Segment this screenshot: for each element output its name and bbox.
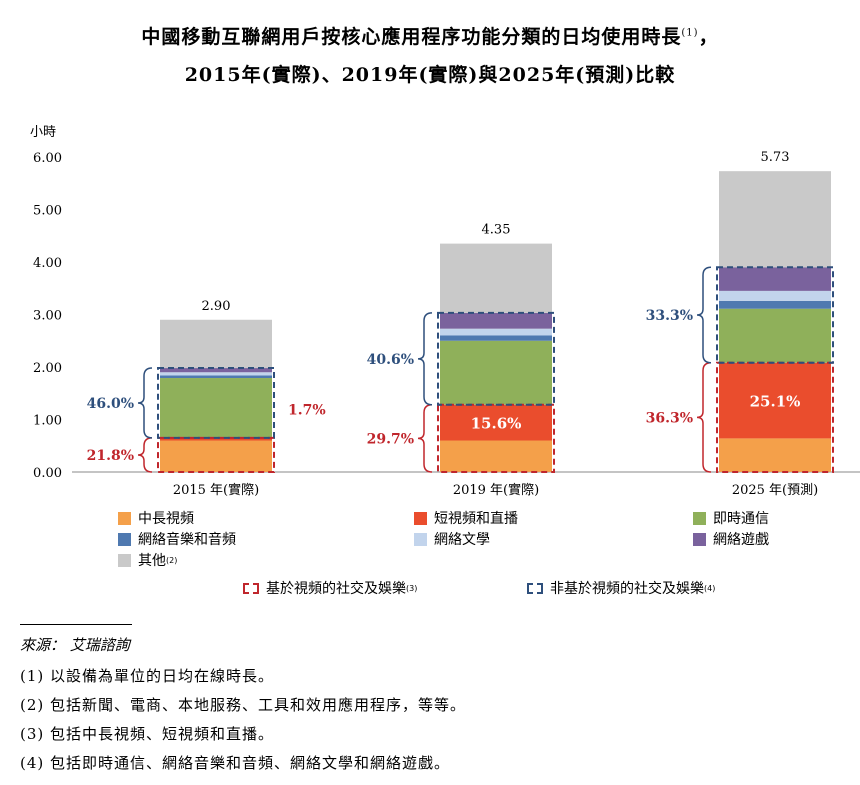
footnote-divider <box>20 624 132 625</box>
group-dashed-box <box>437 311 555 406</box>
group-brace <box>417 312 433 406</box>
bracket-legend-footnote-mark: (4) <box>704 583 716 593</box>
group-dashed-box <box>716 361 834 473</box>
group-share-label: 36.3% <box>646 410 693 426</box>
bar-segment-6 <box>160 368 272 373</box>
dashed-box-swatch <box>527 582 543 594</box>
x-tick-label: 2019 年(實際) <box>453 482 539 498</box>
legend-item: 中長視頻 <box>118 508 194 528</box>
footnote-1: (1) 以設備為單位的日均在線時長。 <box>20 667 275 685</box>
bar-segment-5 <box>719 290 831 301</box>
group-brace <box>417 404 433 473</box>
group-brace <box>137 367 153 439</box>
legend-label: 中長視頻 <box>138 511 194 527</box>
group-brace <box>137 437 153 473</box>
footnote-2: (2) 包括新聞、電商、本地服務、工具和效用應用程序，等等。 <box>20 696 467 714</box>
legend-swatch <box>118 553 131 567</box>
legend-label: 短視頻和直播 <box>434 511 518 527</box>
legend-item: 即時通信 <box>693 508 769 528</box>
chart-title-line2: 2015年(實際)、2019年(實際)與2025年(預測)比較 <box>184 64 676 86</box>
title-footnote-mark: (1) <box>681 27 699 39</box>
legend-swatch <box>118 532 131 546</box>
legend-swatch <box>693 532 706 546</box>
bracket-legend-item: 非基於視頻的社交及娛樂 (4) <box>527 578 715 598</box>
legend-footnote-mark: (2) <box>166 555 178 565</box>
bar-segment-7 <box>160 319 272 369</box>
y-tick-label: 0.00 <box>33 466 62 481</box>
x-tick-label: 2015 年(實際) <box>173 482 259 498</box>
legend-swatch <box>118 511 131 525</box>
chart-title-line1: 中國移動互聯網用戶按核心應用程序功能分類的日均使用時長(1)， <box>0 22 860 49</box>
y-axis-label: 小時 <box>30 125 56 140</box>
bar-segment-3 <box>440 340 552 405</box>
bar-segment-7 <box>719 171 831 268</box>
bar-segment-1 <box>160 440 272 472</box>
y-tick-label: 1.00 <box>33 414 62 429</box>
legend-swatch <box>414 511 427 525</box>
bar-segment-2 <box>440 404 552 441</box>
y-tick-label: 4.00 <box>33 256 62 271</box>
bar-segment-2 <box>719 362 831 439</box>
legend-item: 網絡遊戲 <box>693 529 769 549</box>
dashed-box-swatch <box>243 582 259 594</box>
bar-segment-4 <box>719 300 831 309</box>
legend-label: 網絡遊戲 <box>713 532 769 548</box>
source-note: 來源： 艾瑞諮詢 <box>20 636 130 654</box>
legend-swatch <box>414 532 427 546</box>
bar-segment-1 <box>719 438 831 472</box>
group-brace <box>696 266 712 364</box>
group-share-label: 33.3% <box>646 308 693 324</box>
bar-segment-4 <box>160 375 272 379</box>
legend-swatch <box>693 511 706 525</box>
group-dashed-box <box>157 436 275 473</box>
title-comma: ， <box>698 26 719 48</box>
bracket-legend-label: 非基於視頻的社交及娛樂 <box>550 581 704 597</box>
group-share-label: 46.0% <box>87 396 134 412</box>
y-tick-label: 6.00 <box>33 151 62 166</box>
bracket-legend-item: 基於視頻的社交及娛樂 (3) <box>243 578 417 598</box>
legend-label: 即時通信 <box>713 511 769 527</box>
bar-segment-2 <box>160 437 272 441</box>
y-tick-label: 3.00 <box>33 309 62 324</box>
bar-total-label: 2.90 <box>202 299 231 314</box>
y-tick-label: 2.00 <box>33 361 62 376</box>
group-dashed-box <box>437 403 555 473</box>
legend-item: 網絡音樂和音頻 <box>118 529 236 549</box>
bar-segment-1 <box>440 440 552 472</box>
group-share-label: 40.6% <box>367 352 414 368</box>
bar-data-label: 15.6% <box>471 415 522 433</box>
group-dashed-box <box>157 367 275 439</box>
bar-segment-6 <box>440 312 552 329</box>
bracket-legend-footnote-mark: (3) <box>406 583 418 593</box>
bar-segment-6 <box>719 267 831 291</box>
group-share-label: 21.8% <box>87 448 134 464</box>
legend-item: 短視頻和直播 <box>414 508 518 528</box>
chart-title-text: 中國移動互聯網用戶按核心應用程序功能分類的日均使用時長 <box>141 26 682 48</box>
bar-data-label: 25.1% <box>750 393 801 411</box>
bar-segment-5 <box>440 328 552 336</box>
stacked-bar-chart: 0.00 1.00 2.00 3.00 4.00 5.00 6.00 小時 2.90 2015 年… <box>30 125 860 498</box>
legend-item: 網絡文學 <box>414 529 490 549</box>
legend-label: 網絡音樂和音頻 <box>138 532 236 548</box>
legend-label: 其他 <box>138 553 166 569</box>
bar-segment-3 <box>719 308 831 363</box>
bar-segment-5 <box>160 372 272 376</box>
group-dashed-box <box>716 266 834 364</box>
bar-total-label: 4.35 <box>482 223 511 238</box>
footnote-3: (3) 包括中長視頻、短視頻和直播。 <box>20 725 275 743</box>
side-data-label: 1.7% <box>288 403 326 419</box>
bar-segment-3 <box>160 378 272 438</box>
group-share-label: 29.7% <box>367 431 414 447</box>
group-brace <box>696 362 712 473</box>
x-tick-label: 2025 年(預測) <box>732 483 818 498</box>
bar-segment-4 <box>440 335 552 341</box>
bar-segment-7 <box>440 243 552 313</box>
legend-item: 其他 (2) <box>118 550 177 570</box>
y-tick-label: 5.00 <box>33 204 62 219</box>
bracket-legend-label: 基於視頻的社交及娛樂 <box>266 581 406 597</box>
bar-total-label: 5.73 <box>761 150 790 165</box>
legend-label: 網絡文學 <box>434 532 490 548</box>
footnote-4: (4) 包括即時通信、網絡音樂和音頻、網絡文學和網絡遊戲。 <box>20 754 451 772</box>
